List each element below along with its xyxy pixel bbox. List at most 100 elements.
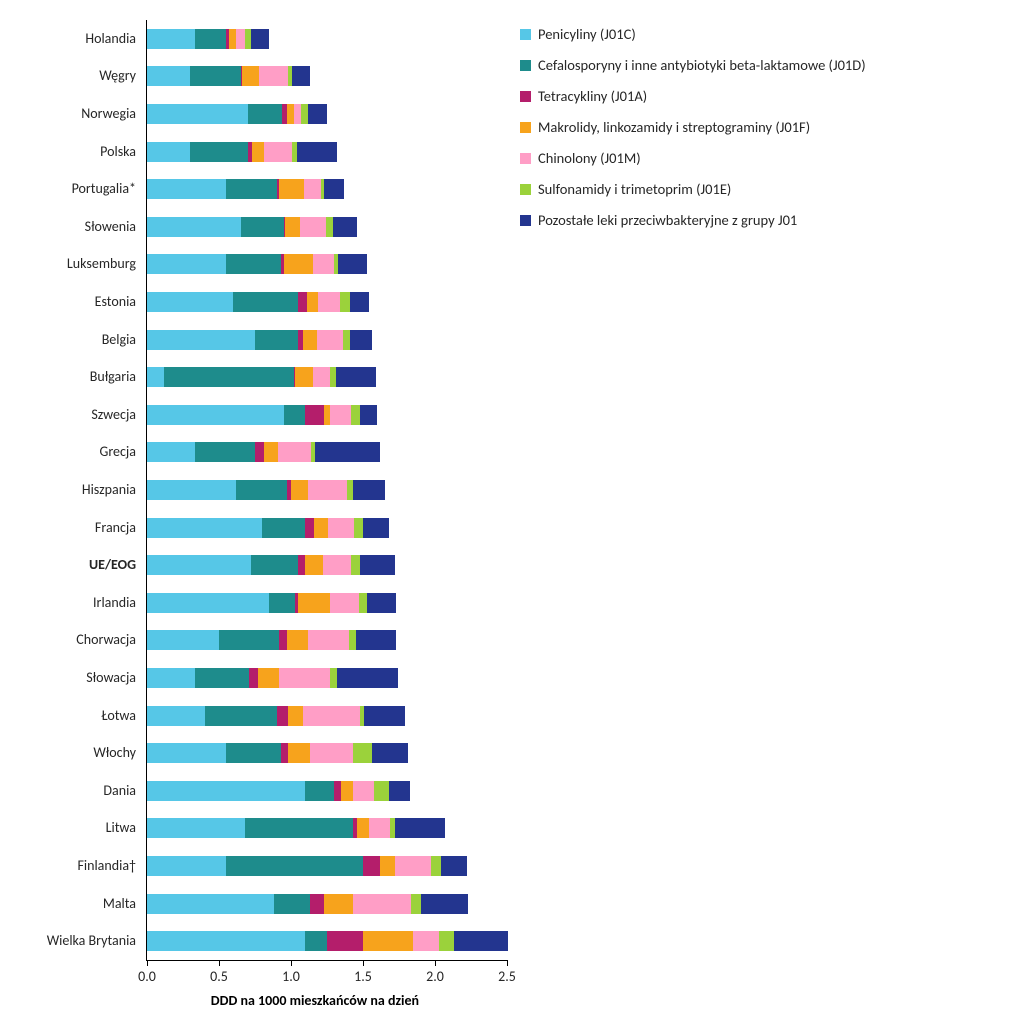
bar-segment: [278, 442, 311, 462]
bar-segment: [351, 555, 360, 575]
bar-segment: [308, 630, 348, 650]
legend-swatch: [520, 153, 531, 164]
bar-segment: [147, 29, 195, 49]
bar-segment: [147, 781, 305, 801]
bar-segment: [226, 254, 281, 274]
bar-segment: [226, 856, 363, 876]
bar-segment: [330, 405, 352, 425]
bar-row: [147, 518, 389, 538]
legend-swatch: [520, 60, 531, 71]
bar-segment: [324, 179, 344, 199]
bar-row: [147, 104, 327, 124]
bar-segment: [314, 518, 328, 538]
bar-segment: [279, 630, 286, 650]
x-axis-tick: [363, 960, 364, 966]
bar-row: [147, 405, 377, 425]
bar-row: [147, 856, 467, 876]
bar-segment: [353, 743, 372, 763]
y-axis-label: Finlandia†: [0, 856, 142, 876]
bar-segment: [357, 818, 369, 838]
bar-segment: [305, 781, 334, 801]
x-axis-tick: [507, 960, 508, 966]
bar-row: [147, 29, 269, 49]
bar-segment: [305, 931, 327, 951]
bar-segment: [147, 104, 248, 124]
bar-segment: [255, 330, 298, 350]
y-axis-label: Norwegia: [0, 104, 142, 124]
bar-segment: [281, 743, 288, 763]
bar-segment: [323, 555, 352, 575]
bar-segment: [195, 668, 250, 688]
bar-segment: [300, 217, 326, 237]
x-axis-tick-label: 1.0: [282, 968, 300, 985]
y-axis-label: Łotwa: [0, 706, 142, 726]
x-axis-title: DDD na 1000 mieszkańców na dzień: [211, 992, 419, 1009]
legend-item: Sulfonamidy i trimetoprim (J01E): [520, 180, 866, 198]
bar-segment: [354, 518, 363, 538]
bar-segment: [147, 593, 269, 613]
bar-row: [147, 743, 408, 763]
bar-segment: [264, 442, 278, 462]
bar-segment: [330, 668, 337, 688]
bar-row: [147, 254, 367, 274]
bar-segment: [372, 743, 408, 763]
bar-segment: [279, 179, 303, 199]
bar-segment: [326, 217, 333, 237]
bar-row: [147, 593, 396, 613]
bar-segment: [252, 142, 264, 162]
legend-label: Sulfonamidy i trimetoprim (J01E): [538, 180, 731, 198]
y-axis-label: Irlandia: [0, 593, 142, 613]
bar-segment: [242, 66, 259, 86]
bar-segment: [251, 555, 299, 575]
bar-segment: [298, 593, 330, 613]
bar-segment: [258, 668, 280, 688]
bar-row: [147, 480, 385, 500]
bar-row: [147, 818, 445, 838]
legend-label: Penicyliny (J01C): [538, 25, 636, 43]
bar-segment: [363, 518, 389, 538]
bar-segment: [315, 442, 380, 462]
legend-item: Penicyliny (J01C): [520, 25, 866, 43]
legend-swatch: [520, 29, 531, 40]
legend-label: Cefalosporyny i inne antybiotyki beta-la…: [538, 56, 866, 74]
bar-segment: [340, 292, 350, 312]
bar-segment: [147, 706, 205, 726]
legend-swatch: [520, 215, 531, 226]
bar-row: [147, 894, 468, 914]
legend-swatch: [520, 184, 531, 195]
x-axis-tick: [219, 960, 220, 966]
legend-item: Tetracykliny (J01A): [520, 87, 866, 105]
y-axis-label: Słowacja: [0, 668, 142, 688]
y-axis-label: Portugalia*: [0, 179, 142, 199]
bar-segment: [147, 894, 274, 914]
bar-segment: [413, 931, 439, 951]
y-axis-label: Bułgaria: [0, 367, 142, 387]
bar-segment: [307, 292, 319, 312]
legend-label: Tetracykliny (J01A): [538, 87, 647, 105]
y-axis-label: UE/EOG: [0, 555, 142, 575]
chart-container: HolandiaWęgryNorwegiaPolskaPortugalia*Sł…: [0, 0, 1024, 1019]
bar-row: [147, 217, 357, 237]
y-axis-label: Grecja: [0, 442, 142, 462]
y-axis-label: Wielka Brytania: [0, 931, 142, 951]
bar-segment: [229, 29, 236, 49]
x-axis-tick-label: 2.0: [426, 968, 444, 985]
bar-segment: [147, 630, 219, 650]
legend-item: Cefalosporyny i inne antybiotyki beta-la…: [520, 56, 866, 74]
bar-segment: [233, 292, 298, 312]
bar-segment: [310, 743, 353, 763]
bar-segment: [303, 330, 317, 350]
bar-segment: [147, 856, 226, 876]
bar-segment: [298, 555, 305, 575]
bar-segment: [328, 518, 354, 538]
bar-segment: [219, 630, 279, 650]
bar-segment: [363, 931, 413, 951]
bar-segment: [287, 630, 309, 650]
bar-row: [147, 330, 372, 350]
bar-row: [147, 179, 344, 199]
legend-label: Makrolidy, linkozamidy i streptograminy …: [538, 118, 810, 136]
bar-segment: [367, 593, 396, 613]
bar-segment: [255, 442, 264, 462]
y-axis-label: Chorwacja: [0, 630, 142, 650]
legend-item: Chinolony (J01M): [520, 149, 866, 167]
